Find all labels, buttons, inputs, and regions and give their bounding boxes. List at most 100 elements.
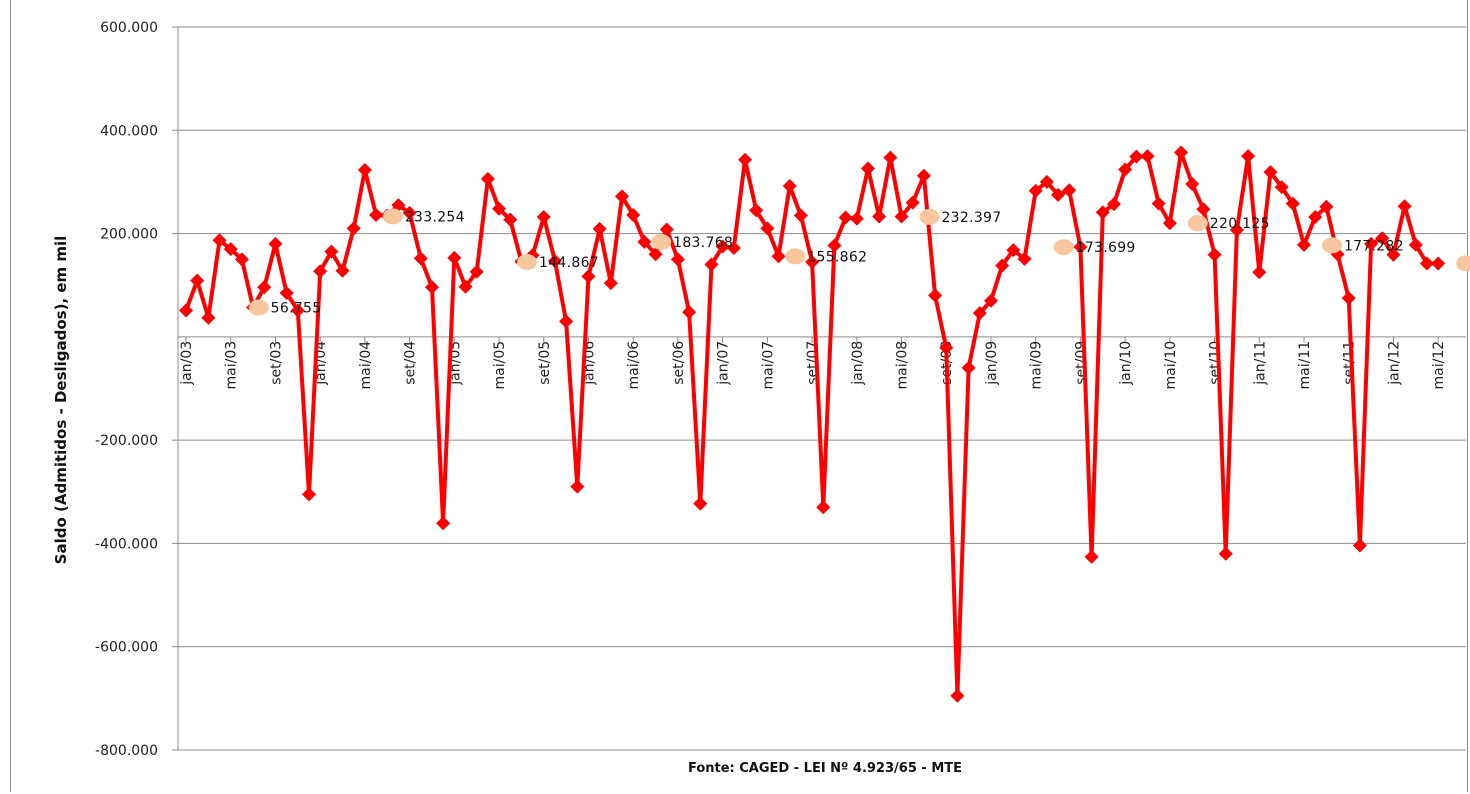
data-point — [324, 244, 339, 259]
data-point — [1062, 183, 1077, 198]
data-point — [1408, 237, 1423, 252]
series-saldo — [179, 145, 1446, 703]
y-tick-label: -800.000 — [95, 743, 158, 759]
data-point — [190, 273, 205, 288]
data-point — [1375, 231, 1390, 246]
data-point — [257, 280, 272, 295]
data-point — [212, 233, 227, 248]
data-point — [290, 303, 305, 318]
data-point — [1229, 222, 1244, 237]
data-point — [838, 210, 853, 225]
x-tick-label: jan/03 — [179, 341, 195, 386]
data-point — [883, 150, 898, 165]
y-tick-label: 600.000 — [100, 20, 158, 36]
data-point — [983, 293, 998, 308]
data-point — [1419, 256, 1434, 271]
x-tick-label: mai/10 — [1163, 341, 1179, 390]
data-point — [1073, 239, 1088, 254]
data-point — [436, 516, 451, 531]
data-point — [357, 163, 372, 178]
data-point — [1308, 210, 1323, 225]
data-point — [760, 221, 775, 236]
average-label: 173.699 — [1076, 240, 1136, 256]
x-tick-label: jan/12 — [1386, 341, 1402, 386]
x-tick-label: jan/08 — [850, 341, 866, 386]
data-point — [1140, 149, 1155, 164]
data-point — [413, 251, 428, 266]
x-tick-label: mai/05 — [492, 341, 508, 390]
x-tick-label: set/03 — [268, 341, 284, 385]
data-point — [234, 252, 249, 267]
data-point — [536, 210, 551, 225]
x-tick-label: mai/03 — [224, 341, 240, 390]
average-marker — [1456, 255, 1470, 272]
x-tick-label: mai/08 — [895, 341, 911, 390]
data-point — [1241, 149, 1256, 164]
data-point — [682, 305, 697, 320]
y-tick-label: -200.000 — [95, 433, 158, 449]
average-label: 144.867 — [539, 255, 599, 271]
data-point — [592, 221, 607, 236]
data-point — [972, 306, 987, 321]
data-point — [603, 276, 618, 291]
data-point — [313, 264, 328, 279]
data-point — [570, 479, 585, 494]
x-tick-label: mai/11 — [1297, 341, 1313, 390]
data-point — [581, 269, 596, 284]
data-point — [1386, 247, 1401, 262]
average-marker — [919, 208, 940, 225]
data-point — [480, 171, 495, 186]
x-tick-label: mai/07 — [760, 341, 776, 390]
data-point — [1263, 165, 1278, 180]
data-point — [279, 285, 294, 300]
average-marker — [785, 248, 806, 265]
data-point — [670, 252, 685, 267]
data-point — [1006, 243, 1021, 258]
data-point — [659, 222, 674, 237]
data-point — [961, 360, 976, 375]
data-point — [424, 280, 439, 295]
data-point — [648, 247, 663, 262]
data-point — [1364, 236, 1379, 251]
data-point — [1084, 549, 1099, 564]
average-marker — [516, 254, 537, 271]
average-label: 232.397 — [941, 210, 1001, 226]
data-point — [1185, 176, 1200, 191]
average-marker — [248, 299, 269, 316]
average-label: 155.862 — [807, 249, 867, 265]
x-tick-label: set/04 — [403, 341, 419, 385]
data-point — [469, 264, 484, 279]
series-annual-average: 56.755 233.254 144.867 183.768 155.862 232.39… — [248, 208, 1470, 317]
data-point — [715, 239, 730, 254]
average-label: 56.755 — [271, 301, 322, 317]
average-label: 220.125 — [1210, 216, 1270, 232]
data-point — [492, 201, 507, 216]
data-point — [1174, 145, 1189, 160]
data-point — [1151, 196, 1166, 211]
data-point — [447, 250, 462, 265]
data-point — [849, 211, 864, 226]
data-point — [693, 496, 708, 511]
data-point — [626, 207, 641, 222]
y-axis-ticks: -800.000 -600.000 -400.000 -200.000 200.000 4… — [95, 20, 158, 759]
average-label: 233.254 — [405, 209, 465, 225]
data-point — [346, 221, 361, 236]
data-point — [771, 249, 786, 264]
x-tick-label: mai/09 — [1029, 341, 1045, 390]
x-tick-label: mai/12 — [1431, 341, 1447, 390]
data-point — [1274, 180, 1289, 195]
data-point — [738, 152, 752, 167]
data-point — [1162, 216, 1177, 231]
data-point — [995, 258, 1010, 273]
data-point — [1297, 237, 1311, 252]
data-point — [201, 310, 216, 325]
x-tick-label: jan/09 — [984, 341, 1000, 386]
data-point — [223, 242, 238, 257]
data-point — [637, 234, 652, 249]
data-point — [1352, 538, 1367, 553]
gridlines — [172, 26, 1466, 751]
average-marker — [651, 233, 672, 250]
data-point — [1252, 265, 1267, 280]
data-point — [749, 203, 764, 218]
